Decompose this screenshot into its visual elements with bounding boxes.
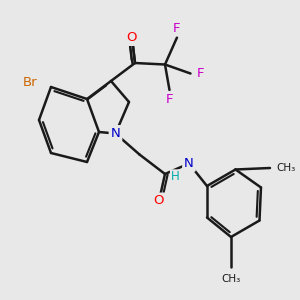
Text: F: F (197, 67, 205, 80)
Text: CH₃: CH₃ (221, 274, 241, 284)
Text: N: N (111, 127, 120, 140)
Text: H: H (171, 170, 180, 184)
Text: N: N (184, 157, 194, 170)
Text: F: F (166, 92, 173, 106)
Text: CH₃: CH₃ (276, 163, 295, 173)
Text: O: O (154, 194, 164, 208)
Text: Br: Br (23, 76, 37, 89)
Text: O: O (127, 31, 137, 44)
Text: F: F (173, 22, 181, 35)
